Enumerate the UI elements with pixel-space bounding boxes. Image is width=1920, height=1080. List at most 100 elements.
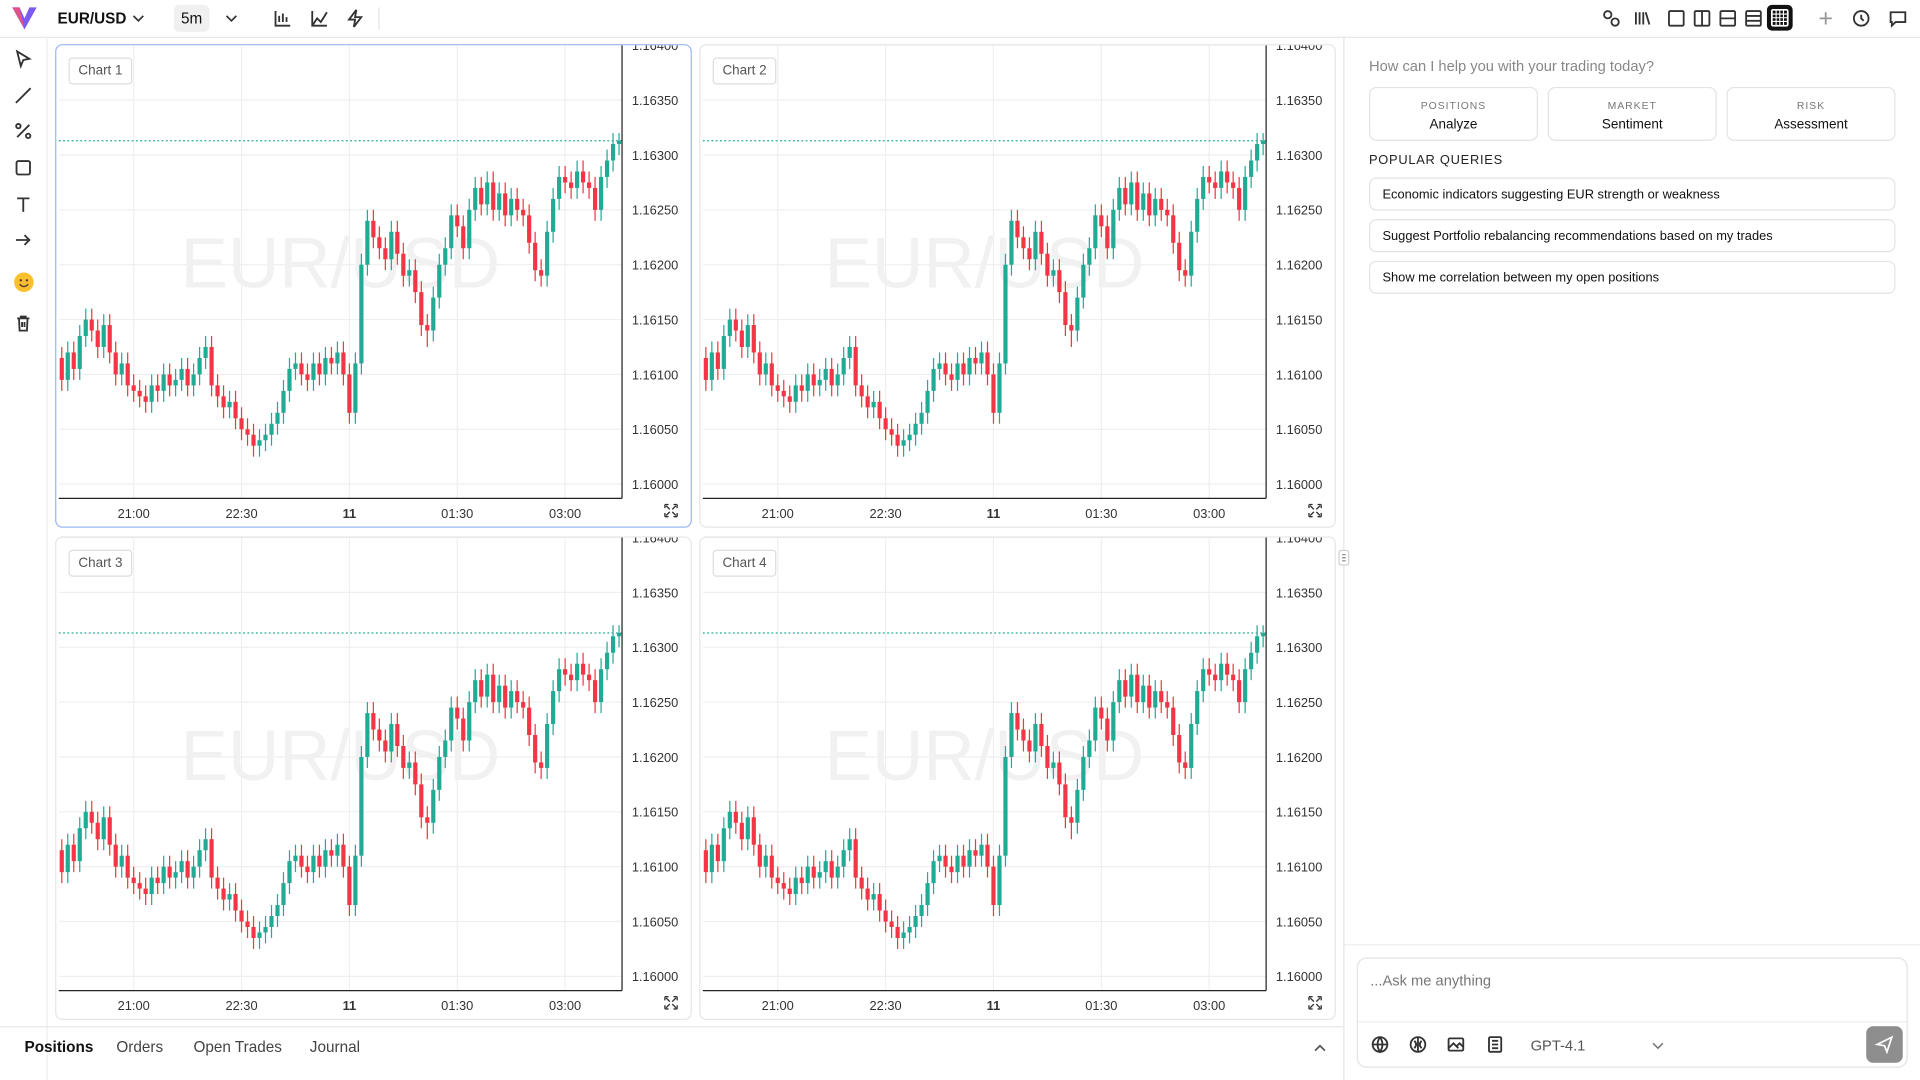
send-button[interactable] (1866, 1026, 1903, 1063)
expand-icon[interactable] (664, 503, 678, 518)
expand-icon[interactable] (664, 996, 678, 1010)
tab[interactable]: Journal (309, 1038, 360, 1056)
pane-label: Chart 3 (68, 549, 133, 577)
web-icon[interactable] (1370, 1035, 1390, 1055)
candle-body (443, 248, 448, 265)
candle-body (586, 674, 592, 681)
chevron[interactable] (1652, 1040, 1664, 1052)
card[interactable]: RISK Assessment (1726, 86, 1896, 141)
layout-2v[interactable] (1692, 9, 1712, 29)
chat-icon[interactable] (1888, 9, 1908, 29)
indicators-icon[interactable] (310, 9, 330, 29)
x-tick-label: 03:00 (549, 998, 581, 1013)
candle-body (1189, 231, 1194, 276)
chevron[interactable] (132, 12, 144, 24)
chart-type-icon[interactable] (273, 9, 293, 29)
candle-body (895, 926, 900, 938)
query[interactable]: Economic indicators suggesting EUR stren… (1368, 177, 1896, 211)
layout-1[interactable] (1667, 9, 1687, 29)
candle-body (793, 877, 798, 895)
candle-body (745, 325, 750, 347)
tab[interactable]: Orders (116, 1038, 164, 1056)
card[interactable]: POSITIONS Analyze (1368, 86, 1538, 141)
query[interactable]: Show me correlation between my open posi… (1368, 260, 1896, 294)
layout-3[interactable] (1744, 9, 1764, 29)
chart-pane[interactable]: EUR/USD 1.16000 1.16050 1.16100 1.16150 1.162… (55, 44, 692, 528)
chart-pane[interactable]: EUR/USD 1.16000 1.16050 1.16100 1.16150 1.162… (55, 536, 692, 1020)
candle-body (155, 877, 160, 884)
expand-icon[interactable] (1308, 503, 1322, 518)
candle-body (209, 839, 214, 878)
candle-body (1177, 735, 1182, 763)
text-tool[interactable] (13, 195, 33, 215)
rect-tool[interactable] (13, 158, 33, 178)
card-kicker: RISK (1796, 99, 1826, 112)
x-tick-label: 01:30 (1085, 998, 1117, 1013)
resize-handle[interactable] (1338, 549, 1350, 566)
chart-pane[interactable]: EUR/USD 1.16000 1.16050 1.16100 1.16150 1.162… (699, 44, 1336, 528)
image-icon[interactable] (1446, 1035, 1466, 1055)
input-box[interactable] (1356, 957, 1908, 1068)
tab[interactable]: Positions (24, 1038, 94, 1056)
chevron[interactable] (225, 12, 237, 24)
layout-2h[interactable] (1718, 9, 1738, 29)
collapse-chevron[interactable] (1314, 1042, 1326, 1054)
y-tick-label: 1.16350 (1276, 585, 1322, 600)
candle-body (703, 850, 708, 873)
candle-body (1159, 198, 1164, 210)
y-tick-label: 1.16300 (632, 148, 678, 163)
candle-body (853, 839, 858, 878)
candle-body (71, 844, 76, 862)
expand-icon[interactable] (1308, 996, 1322, 1010)
input-placeholder[interactable]: ...Ask me anything (1370, 972, 1492, 990)
candle-body (263, 926, 268, 933)
model-select[interactable]: GPT-4.1 (1530, 1037, 1586, 1055)
candle-body (1045, 745, 1050, 768)
layout-4-active[interactable] (1766, 4, 1793, 31)
query[interactable]: Suggest Portfolio rebalancing recommenda… (1368, 219, 1896, 253)
candle-body (353, 855, 358, 906)
arrow-tool[interactable] (13, 230, 33, 250)
card[interactable]: MARKET Sentiment (1547, 86, 1717, 141)
candle-body (793, 385, 798, 402)
candle-body (598, 669, 604, 703)
add-icon[interactable] (1816, 9, 1836, 29)
candle-body (1147, 193, 1152, 216)
candle-body (1003, 756, 1008, 856)
y-tick-label: 1.16200 (1276, 750, 1322, 765)
candle-body (604, 160, 610, 177)
tab[interactable]: Open Trades (193, 1038, 282, 1056)
doc-icon[interactable] (1485, 1035, 1505, 1055)
compare-icon[interactable] (1602, 9, 1622, 29)
interval[interactable]: 5m (173, 4, 210, 32)
x-tick-label: 03:00 (1193, 506, 1225, 521)
history-icon[interactable] (1851, 9, 1871, 29)
candle-body (347, 374, 352, 413)
cursor-tool[interactable] (13, 49, 33, 70)
candle-body (257, 932, 262, 938)
source-icon[interactable] (1408, 1035, 1428, 1055)
library-icon[interactable] (1632, 9, 1652, 29)
candle-body (829, 368, 834, 386)
chart-pane[interactable]: EUR/USD 1.16000 1.16050 1.16100 1.16150 1.162… (699, 536, 1336, 1020)
candle-body (455, 215, 460, 227)
candle-body (919, 905, 924, 917)
y-tick-label: 1.16250 (1276, 695, 1322, 710)
symbol[interactable]: EUR/USD (57, 9, 127, 27)
candle-body (59, 850, 64, 873)
candle-body (1081, 756, 1086, 790)
candle-body (269, 916, 274, 927)
delete-tool[interactable] (13, 313, 33, 333)
emoji-tool[interactable] (13, 272, 34, 293)
line-tool[interactable] (13, 86, 33, 106)
candle-body (1261, 140, 1266, 145)
alerts-icon[interactable] (345, 9, 365, 29)
candle-body (347, 866, 352, 906)
candle-body (515, 198, 520, 210)
candle-body (1105, 226, 1110, 249)
x-tick-label: 01:30 (1085, 506, 1117, 521)
candle-body (449, 215, 454, 249)
candle-body (931, 861, 936, 884)
candle-body (359, 264, 364, 364)
fib-tool[interactable] (13, 121, 33, 141)
